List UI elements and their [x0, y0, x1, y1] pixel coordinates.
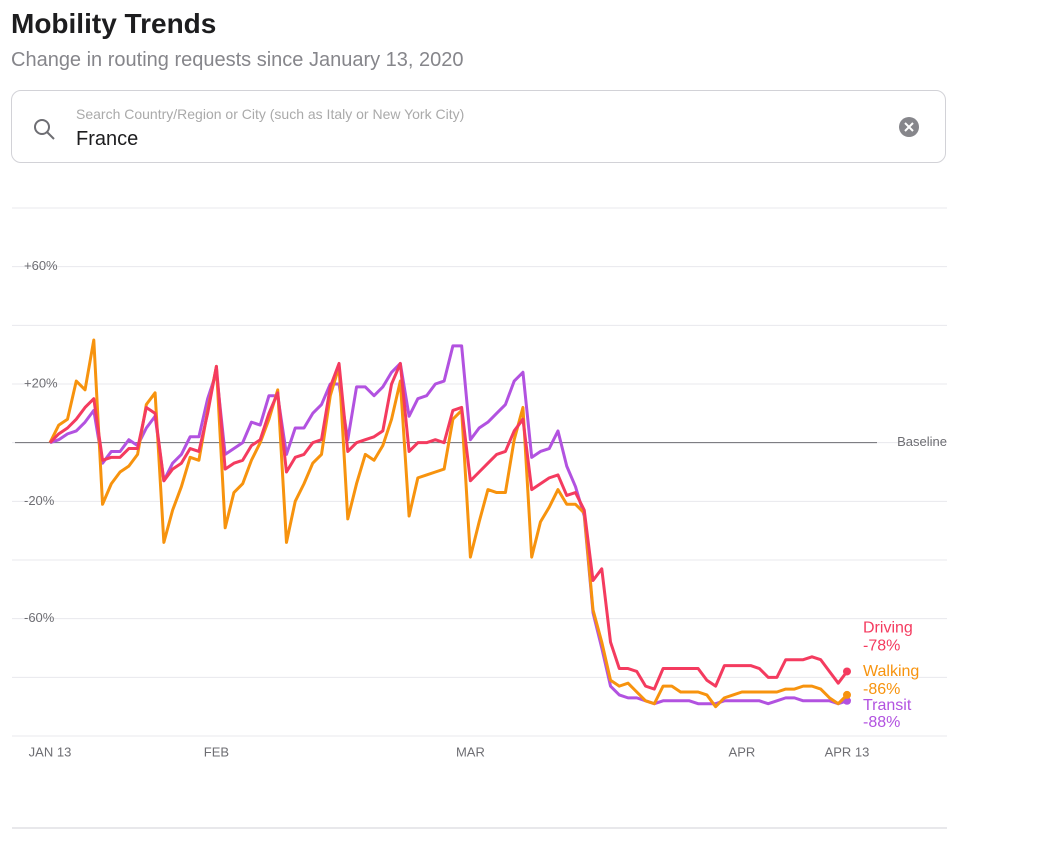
baseline-label: Baseline — [897, 434, 947, 449]
x-tick-label: APR — [729, 744, 756, 759]
y-tick-label: -20% — [24, 493, 55, 508]
x-tick-label: JAN 13 — [29, 744, 72, 759]
series-name: Walking — [863, 663, 919, 680]
x-tick-label: MAR — [456, 744, 485, 759]
search-value[interactable]: France — [76, 128, 139, 150]
x-tick-label: APR 13 — [825, 744, 870, 759]
end-label: -86% — [863, 681, 900, 698]
x-tick-label: FEB — [204, 744, 229, 759]
page-subtitle: Change in routing requests since January… — [11, 49, 464, 71]
end-dot — [843, 690, 851, 699]
clear-button[interactable] — [897, 115, 921, 139]
search-box[interactable]: Search Country/Region or City (such as I… — [11, 90, 946, 163]
series-name: Transit — [863, 697, 912, 714]
series-line — [48, 338, 849, 709]
end-dot — [843, 667, 851, 676]
series-name: Driving — [863, 620, 913, 637]
end-label: -78% — [863, 638, 900, 655]
series-line — [48, 361, 849, 691]
y-tick-label: +60% — [24, 258, 58, 273]
end-label: -88% — [863, 714, 900, 731]
page-title: Mobility Trends — [11, 8, 217, 39]
y-tick-label: +20% — [24, 375, 58, 390]
search-icon — [34, 119, 55, 140]
search-placeholder: Search Country/Region or City (such as I… — [76, 106, 465, 122]
y-tick-label: -60% — [24, 610, 55, 625]
